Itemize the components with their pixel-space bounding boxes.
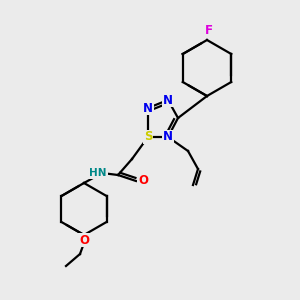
Text: N: N (143, 101, 153, 115)
Text: N: N (163, 130, 173, 143)
Text: F: F (205, 25, 213, 38)
Text: O: O (79, 233, 89, 247)
Text: N: N (163, 94, 173, 106)
Text: O: O (138, 175, 148, 188)
Text: HN: HN (89, 168, 107, 178)
Text: S: S (144, 130, 152, 143)
